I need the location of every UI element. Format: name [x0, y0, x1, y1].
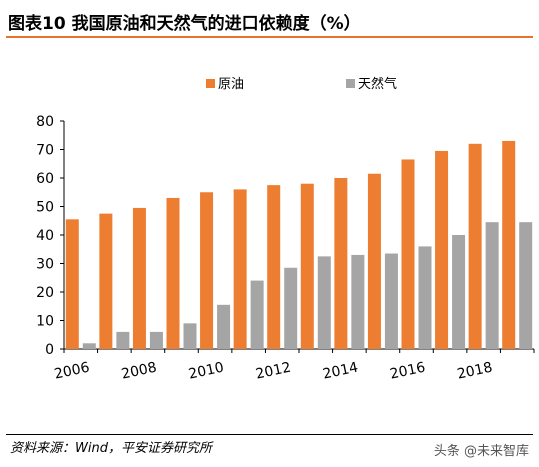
- bar-natural-gas-2019: [519, 222, 533, 349]
- bar-natural-gas-2007: [116, 331, 130, 349]
- bar-crude-oil-2018: [468, 143, 482, 349]
- bar-crude-oil-2013: [300, 183, 314, 349]
- bar-crude-oil-2016: [401, 159, 415, 349]
- bar-crude-oil-2007: [99, 213, 113, 349]
- bar-crude-oil-2010: [200, 192, 214, 349]
- bar-crude-oil-2015: [367, 173, 381, 349]
- bar-natural-gas-2008: [149, 331, 163, 349]
- y-tick-label: 40: [36, 228, 54, 244]
- x-tick-label: 2012: [254, 360, 292, 383]
- footer-rule: [6, 434, 533, 435]
- bars: [65, 140, 533, 349]
- legend-label: 天然气: [358, 76, 397, 92]
- y-tick-label: 80: [36, 114, 54, 130]
- bar-crude-oil-2019: [502, 140, 516, 349]
- x-tick-label: 2010: [187, 360, 225, 383]
- source-note: 资料来源：Wind，平安证券研究所: [10, 441, 212, 456]
- bar-natural-gas-2015: [384, 253, 398, 349]
- x-tick-label: 2006: [53, 360, 91, 383]
- bar-crude-oil-2006: [65, 219, 79, 349]
- y-tick-label: 0: [45, 342, 54, 358]
- bar-natural-gas-2012: [284, 267, 298, 349]
- bar-natural-gas-2016: [418, 246, 432, 349]
- bar-crude-oil-2014: [334, 178, 348, 349]
- legend-label: 原油: [218, 77, 244, 92]
- bar-crude-oil-2012: [267, 185, 281, 349]
- legend: 原油 天然气: [206, 76, 397, 92]
- bar-natural-gas-2011: [250, 280, 264, 349]
- y-tick-label: 30: [36, 257, 54, 273]
- x-tick-label: 2008: [120, 360, 158, 383]
- y-tick-label: 70: [36, 143, 54, 159]
- y-tick-label: 20: [36, 285, 54, 301]
- bar-crude-oil-2011: [233, 189, 247, 349]
- bar-crude-oil-2008: [132, 207, 146, 349]
- tick-labels: 0 10 20 30 40 50 60 70 80 2006 2008 2010 2012 2014 201…: [36, 114, 494, 383]
- figure-title: 图表10 我国原油和天然气的进口依赖度（%）: [8, 14, 361, 34]
- bar-natural-gas-2010: [217, 304, 231, 349]
- y-tick-label: 10: [36, 314, 54, 330]
- bar-natural-gas-2018: [485, 222, 499, 349]
- watermark: 头条 @未来智库: [433, 444, 529, 459]
- y-tick-label: 50: [36, 200, 54, 216]
- bar-natural-gas-2017: [452, 235, 466, 349]
- y-tick-label: 60: [36, 171, 54, 187]
- legend-swatch: [346, 79, 355, 88]
- legend-swatch: [206, 79, 215, 88]
- bar-natural-gas-2014: [351, 254, 365, 349]
- bar-natural-gas-2006: [82, 343, 96, 349]
- chart: 原油 天然气 0 10 20 30 40 50 60 70 80 2006 2008 2010 2012 2…: [36, 76, 535, 383]
- x-tick-label: 2018: [456, 360, 494, 383]
- x-tick-label: 2016: [389, 360, 427, 383]
- bar-crude-oil-2017: [435, 150, 449, 349]
- x-tick-label: 2014: [321, 360, 359, 383]
- bar-crude-oil-2009: [166, 197, 180, 349]
- bar-natural-gas-2013: [317, 256, 331, 349]
- figure-header: 图表10 我国原油和天然气的进口依赖度（%）: [6, 6, 533, 38]
- bar-natural-gas-2009: [183, 323, 197, 349]
